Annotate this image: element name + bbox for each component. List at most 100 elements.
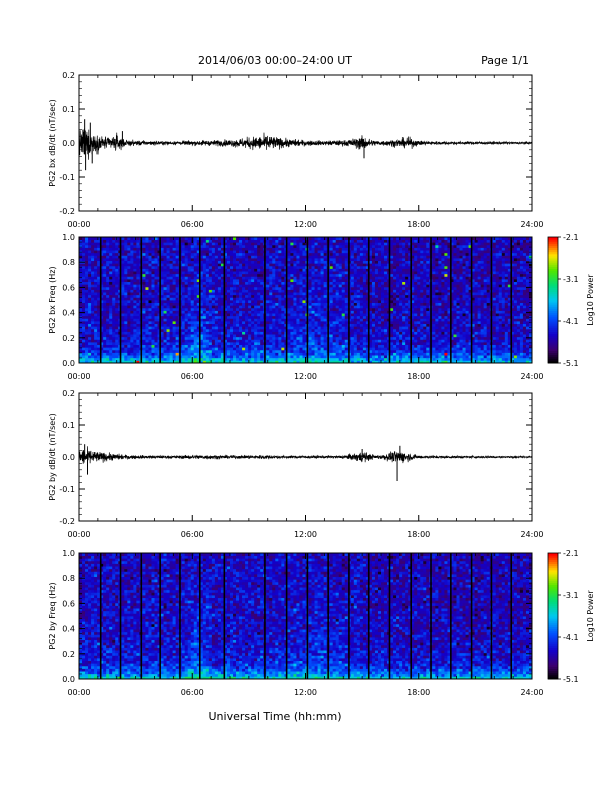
spectrogram-cell [109, 336, 113, 340]
spectrogram-cell [341, 326, 346, 330]
spectrogram-cell [100, 239, 104, 243]
spectrogram-cell [323, 331, 328, 335]
spectrogram-cell [335, 302, 340, 306]
spectrogram-cell [88, 239, 92, 243]
spectrogram-cell [91, 300, 95, 304]
spectrogram-cell [236, 279, 240, 283]
spectrogram-cell [202, 255, 207, 259]
spectrogram-cell [281, 334, 285, 338]
spectrogram-cell [356, 307, 361, 311]
spectrogram-cell [91, 247, 95, 251]
spectrogram-cell [202, 286, 207, 290]
spectrogram-cell [190, 302, 195, 306]
spectrogram-cell [332, 255, 337, 259]
spectrogram-cell [151, 268, 155, 272]
spectrogram-cell [320, 276, 325, 280]
spectrogram-cell [127, 352, 131, 356]
spectrogram-cell [223, 347, 228, 351]
spectrogram-cell [136, 321, 140, 325]
spectrogram-cell [302, 342, 306, 346]
spectrogram-cell [187, 247, 192, 251]
spectrogram-cell [311, 268, 315, 272]
spectrogram-cell [233, 281, 237, 285]
spectrogram-cell [377, 360, 382, 364]
spectrogram-cell [94, 355, 98, 359]
spectrogram-cell [226, 260, 231, 264]
spectrogram-cell [121, 326, 125, 330]
spectrogram-cell [214, 279, 219, 283]
spectrogram-cell [145, 273, 149, 277]
spectrogram-cell [181, 300, 186, 304]
spectrogram-cell [115, 297, 119, 301]
spectrogram-cell [356, 297, 361, 301]
spectrogram-cell [281, 357, 285, 361]
spectrogram-cell [338, 339, 343, 343]
spectrogram-cell [220, 305, 225, 309]
spectrogram-cell [226, 265, 231, 269]
spectrogram-cell [323, 328, 328, 332]
spectrogram-cell [97, 352, 101, 356]
spectrogram-cell [254, 339, 258, 343]
spectrogram-cell [257, 297, 261, 301]
spectrogram-cell [242, 247, 246, 251]
spectrogram-cell [353, 237, 358, 241]
spectrogram-cell [356, 344, 361, 348]
spectrogram-cell [124, 294, 128, 298]
spectrogram-cell [242, 297, 246, 301]
spectrogram-cell [266, 347, 270, 351]
spectrogram-cell [251, 323, 255, 327]
spectrogram-cell [236, 323, 240, 327]
spectrogram-cell [100, 247, 104, 251]
spectrogram-cell [365, 307, 370, 311]
spectrogram-cell [145, 302, 149, 306]
spectrogram-cell [335, 289, 340, 293]
spectrogram-cell [233, 292, 237, 296]
spectrogram-cell [172, 273, 177, 277]
spectrogram-cell [350, 294, 355, 298]
spectrogram-cell [353, 323, 358, 327]
spectrogram-cell [91, 286, 95, 290]
spectrogram-cell [220, 268, 225, 272]
spectrogram-cell [314, 331, 318, 335]
spectrogram-cell [214, 336, 219, 340]
spectrogram-cell [290, 352, 294, 356]
spectrogram-cell [160, 321, 164, 325]
spectrogram-cell [371, 297, 376, 301]
x-tick-label: 00:00 [67, 220, 90, 229]
spectrogram-cell [381, 323, 385, 327]
spectrogram-cell [242, 313, 246, 317]
spectrogram-cell [254, 297, 258, 301]
spectrogram-cell [103, 328, 107, 332]
spectrogram-cell [332, 239, 337, 243]
spectrogram-cell [338, 289, 343, 293]
spectrogram-cell [371, 237, 376, 241]
spectrogram-cell [127, 321, 131, 325]
spectrogram-cell [79, 289, 83, 293]
spectrogram-cell [374, 292, 379, 296]
spectrogram-cell [332, 244, 337, 248]
spectrogram-cell [290, 300, 294, 304]
spectrogram-cell [88, 279, 92, 283]
spectrogram-cell [172, 244, 177, 248]
spectrogram-cell [154, 331, 158, 335]
spectrogram-cell [302, 360, 306, 364]
spectrogram-cell [296, 260, 300, 264]
spectrogram-cell [275, 313, 279, 317]
spectrogram-cell [211, 355, 216, 359]
spectrogram-cell [184, 360, 189, 364]
spectrogram-cell [103, 315, 107, 319]
spectrogram-cell [374, 239, 379, 243]
spectrogram-cell [381, 250, 385, 254]
spectrogram-cell [269, 344, 273, 348]
spectrogram-cell [269, 331, 273, 335]
spectrogram-cell [257, 352, 261, 356]
spectrogram-cell [374, 305, 379, 309]
spectrogram-cell [296, 265, 300, 269]
spectrogram-cell [353, 326, 358, 330]
spectrogram-cell [193, 334, 198, 338]
spectrogram-cell [341, 357, 346, 361]
spectrogram-cell [275, 242, 279, 246]
spectrogram-cell [91, 339, 95, 343]
spectrogram-cell [341, 276, 346, 280]
spectrogram-cell [211, 284, 216, 288]
